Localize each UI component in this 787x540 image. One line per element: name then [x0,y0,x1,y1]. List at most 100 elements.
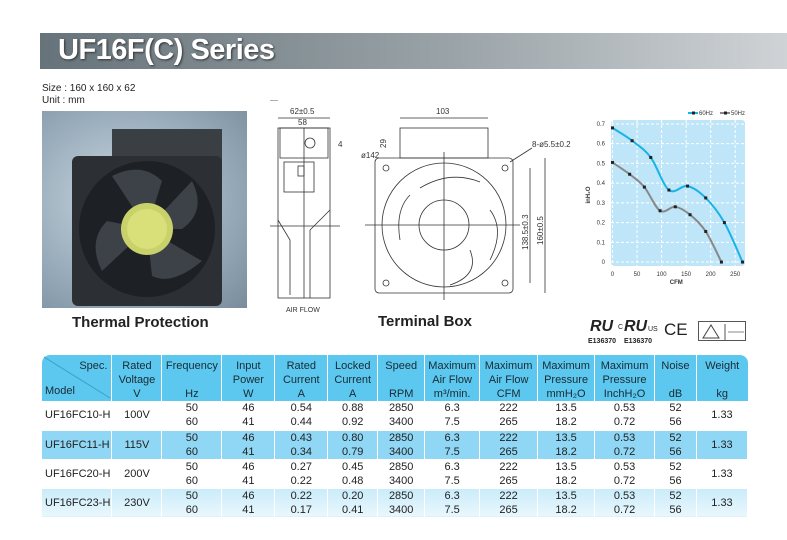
power-cell: 46 41 [221,430,276,460]
column-header-line: Rated [286,360,316,372]
dimension-drawing: 62±0.5 58 4 103 29 ø142 8-ø5.5±0.2 138.5… [270,100,571,314]
rated-60hz: 0.34 [290,445,312,458]
drawing-caption: Terminal Box [378,313,472,330]
data-point [649,155,653,159]
column-header-line [697,373,748,387]
db-50hz: 52 [669,431,682,444]
unit-text: Unit : mm [42,95,85,106]
fan-photo-icon [72,129,222,306]
data-point [642,185,646,189]
rated-60hz: 0.17 [290,503,312,516]
column-header-line: A [297,388,305,400]
m3-cell: 6.3 7.5 [424,401,481,431]
model-cell: UF16FC23-H [42,488,113,518]
power-60hz: 41 [242,416,255,429]
data-point [658,209,662,213]
inch-60hz: 0.72 [613,445,636,458]
locked-50hz: 0.88 [342,402,364,415]
column-header: Locked Current A [327,355,379,401]
weight-cell: 1.33 [696,459,749,489]
locked-60hz: 0.79 [342,445,364,458]
legend-marker [724,111,727,115]
rated-50hz: 0.54 [290,402,312,415]
column-header-line: Frequency [165,360,218,372]
header-corner: Spec. Model [42,355,113,401]
mm-cell: 13.5 18.2 [537,488,596,518]
data-point [630,139,634,143]
column-header-line: m³/min. [433,388,471,400]
data-point [667,188,671,192]
column-header-line: Locked [334,360,371,372]
weight-cell: 1.33 [696,430,749,460]
column-header-line: Maximum [484,360,533,372]
mm-60hz: 18.2 [555,474,577,487]
power-50hz: 46 [242,460,255,473]
locked-cell: 0.45 0.48 [327,459,379,489]
air-flow-label: AIR FLOW [286,307,320,314]
inch-60hz: 0.72 [613,416,636,429]
cfm-cell: 222 265 [479,430,539,460]
db-cell: 52 56 [654,430,697,460]
column-header-line: Speed [385,360,418,372]
power-60hz: 41 [242,445,255,458]
column-header: Noise dB [654,355,697,401]
cfm-60hz: 265 [499,474,518,487]
table-row: UF16FC20-H 200V 50 60 46 41 0.27 0.22 0.45 0.48 28… [42,459,749,489]
dim-hole-pitch: 138.5±0.3 [521,214,530,250]
column-header-line: CFM [496,388,521,400]
dim-holes: 8-ø5.5±0.2 [532,140,571,149]
data-point [741,260,745,264]
m3-60hz: 7.5 [444,416,460,429]
mm-50hz: 13.5 [555,402,577,415]
column-header-line: Air Flow [488,374,529,386]
column-header: Frequency Hz [161,355,223,401]
cul-logo-icon: RU [624,318,648,335]
y-tick-label: 0.1 [597,240,606,246]
pq-chart: 0 0.1 0.2 0.3 0.4 0.5 0.6 0.7 0 50 100 150 200 250 CFM… [586,111,745,286]
m3-50hz: 6.3 [444,489,460,502]
dim-box-width: 103 [436,107,450,116]
legend-marker [692,111,695,115]
photo-caption: Thermal Protection [72,314,209,331]
inch-50hz: 0.53 [613,431,636,444]
freq-cell: 50 60 [161,488,223,518]
x-tick-label: 250 [730,272,741,278]
rated-cell: 0.22 0.17 [274,488,329,518]
rated-50hz: 0.22 [290,489,312,502]
locked-50hz: 0.20 [342,489,364,502]
column-header-line: Rated [122,360,152,372]
size-text: Size : 160 x 160 x 62 [42,83,136,94]
column-header: Rated Current A [274,355,329,401]
y-tick-label: 0.6 [597,142,606,148]
mm-cell: 13.5 18.2 [537,459,596,489]
rated-cell: 0.54 0.44 [274,401,329,431]
cfm-60hz: 265 [499,445,518,458]
legend-label: 50Hz [731,111,745,117]
rpm-cell: 2850 3400 [377,459,426,489]
rpm-60hz: 3400 [388,503,414,516]
cfm-50hz: 222 [499,402,518,415]
inch-60hz: 0.72 [613,503,636,516]
db-60hz: 56 [669,503,682,516]
y-tick-label: 0.3 [597,201,606,207]
column-header-line: Current [334,374,372,386]
m3-cell: 6.3 7.5 [424,430,481,460]
rated-60hz: 0.44 [290,416,312,429]
data-point [722,221,726,225]
column-header-line: W [243,388,254,400]
power-60hz: 41 [242,474,255,487]
data-point [688,213,692,217]
column-header-line: Voltage [118,374,156,386]
cfm-50hz: 222 [499,431,518,444]
x-tick-label: 100 [657,272,668,278]
rated-50hz: 0.43 [290,431,312,444]
cfm-50hz: 222 [499,460,518,473]
rpm-60hz: 3400 [388,445,414,458]
inch-50hz: 0.53 [613,460,636,473]
locked-50hz: 0.80 [342,431,364,444]
freq-50hz: 50 [185,402,199,415]
column-header-line: Maximum [600,360,649,372]
y-tick-label: 0.7 [597,122,606,128]
model-cell: UF16FC20-H [42,459,113,489]
freq-cell: 50 60 [161,430,223,460]
